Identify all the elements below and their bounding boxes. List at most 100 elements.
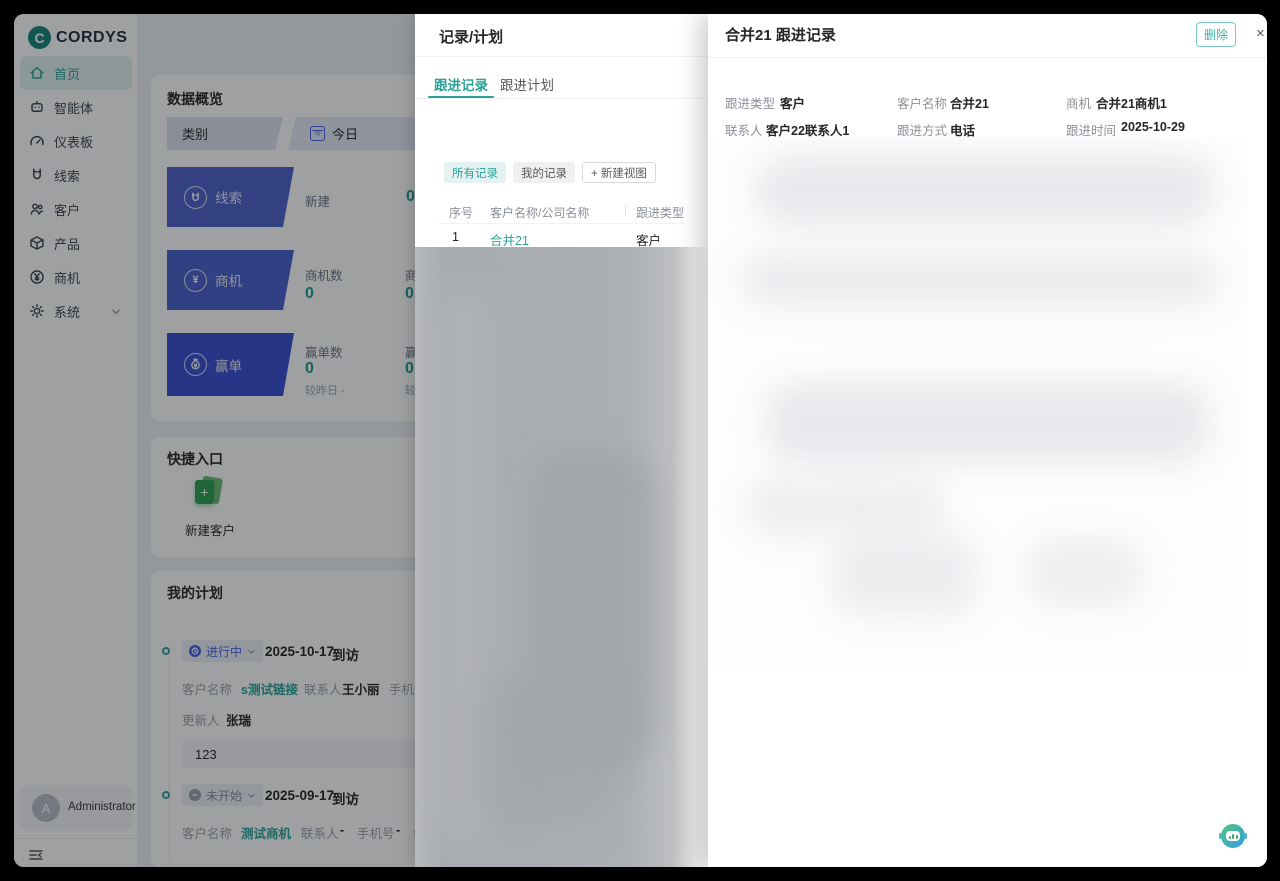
column-header[interactable]: 序号	[449, 206, 474, 220]
section-title: 快捷入口	[167, 451, 223, 467]
sidebar-item-label: 系统	[54, 304, 81, 320]
tab-follow-up-records[interactable]: 跟进记录	[434, 78, 488, 93]
table-cell-type: 客户	[636, 234, 662, 248]
category-badge-leads: 线索	[167, 167, 294, 227]
sidebar-item-label: 首页	[54, 66, 81, 82]
user-row[interactable]: A Administrator	[20, 785, 136, 831]
category-badge-opportunities: ¥ 商机	[167, 250, 294, 310]
sidebar-item-products[interactable]: 产品	[20, 226, 132, 260]
sidebar: C CORDYS 首页 智能体 仪表板 线索 客户	[14, 14, 138, 867]
stat-value: 0	[305, 285, 314, 302]
field-label: 客户名称	[182, 827, 233, 841]
category-label: 商机	[215, 274, 242, 289]
timeline-line	[169, 657, 170, 862]
box-icon	[30, 236, 44, 250]
category-label: 线索	[215, 191, 242, 206]
sidebar-item-label: 产品	[54, 236, 81, 252]
field-label: 联系人	[301, 827, 339, 841]
detail-label: 商机	[1066, 97, 1092, 111]
divider	[708, 57, 1267, 58]
stat-value: 0	[405, 360, 414, 377]
section-title: 我的计划	[167, 585, 223, 601]
plan-status-dropdown[interactable]: 未开始	[182, 784, 264, 806]
sidebar-item-agent[interactable]: 智能体	[20, 90, 132, 124]
gear-icon	[30, 304, 44, 318]
sidebar-item-leads[interactable]: 线索	[20, 158, 132, 192]
quick-entry-label[interactable]: 新建客户	[184, 524, 235, 538]
column-header[interactable]: 客户名称/公司名称	[490, 206, 590, 220]
stat-delta: 较	[405, 385, 416, 397]
tab-follow-up-plans[interactable]: 跟进计划	[500, 78, 554, 93]
plan-status-label: 进行中	[206, 644, 243, 659]
customer-link[interactable]: 测试商机	[241, 827, 292, 841]
records-plans-drawer: 记录/计划 跟进记录 跟进计划 所有记录 我的记录 + 新建视图 序号 客户名称…	[415, 14, 708, 867]
new-view-button[interactable]: + 新建视图	[582, 162, 656, 183]
detail-label: 联系人	[725, 124, 763, 138]
detail-value: 客户	[780, 97, 806, 111]
sidebar-item-dashboard[interactable]: 仪表板	[20, 124, 132, 158]
detail-value: 合并21商机1	[1096, 97, 1167, 111]
blurred-content-region	[710, 137, 1248, 667]
detail-label: 跟进类型	[725, 97, 776, 111]
stat-label: 商机数	[305, 269, 343, 283]
detail-value: 2025-10-29	[1121, 120, 1185, 134]
sidebar-item-system[interactable]: 系统	[20, 294, 132, 328]
stat-delta: 较昨日 -	[305, 385, 345, 397]
field-value: -	[340, 823, 345, 837]
stat-label: 商	[405, 269, 418, 283]
category-badge-won: 赢单	[167, 333, 294, 396]
active-tab-underline	[428, 96, 494, 98]
sidebar-item-label: 线索	[54, 168, 81, 184]
modal-title: 合并21 跟进记录	[725, 27, 836, 44]
follow-up-record-modal: 合并21 跟进记录 删除 × 跟进类型 客户 客户名称 合并21 商机 合并21…	[708, 14, 1267, 867]
plan-date: 2025-10-17	[265, 644, 335, 659]
customer-link[interactable]: s测试链接	[241, 683, 298, 697]
ai-bars-icon	[1226, 831, 1240, 841]
plan-date: 2025-09-17	[265, 788, 335, 803]
sidebar-item-opportunities[interactable]: 商机	[20, 260, 132, 294]
in-progress-icon	[189, 645, 201, 657]
divider	[415, 56, 708, 57]
filter-all-records[interactable]: 所有记录	[444, 162, 506, 183]
delete-button[interactable]: 删除	[1196, 22, 1236, 47]
money-bag-icon	[184, 353, 207, 376]
plan-status-dropdown[interactable]: 进行中	[182, 640, 264, 662]
new-customer-icon[interactable]: +	[195, 475, 225, 507]
detail-label: 跟进时间	[1066, 124, 1117, 138]
stat-label: 赢	[405, 346, 418, 360]
chevron-down-icon	[112, 308, 120, 314]
field-value: 张瑞	[226, 714, 252, 728]
app-window: C CORDYS 首页 智能体 仪表板 线索 客户	[14, 14, 1267, 867]
ai-assistant-button[interactable]	[1219, 824, 1247, 848]
collapse-sidebar-icon[interactable]	[28, 847, 44, 863]
chevron-down-icon	[248, 649, 255, 654]
sidebar-item-label: 商机	[54, 270, 81, 286]
sidebar-item-label: 仪表板	[54, 134, 94, 150]
detail-value: 合并21	[950, 97, 989, 111]
yen-circle-icon	[30, 270, 44, 284]
sidebar-nav: 首页 智能体 仪表板 线索 客户 产品	[20, 56, 132, 328]
brand-logo-icon: C	[28, 26, 51, 49]
robot-icon	[31, 100, 43, 113]
stat-label: 赢单数	[305, 346, 343, 360]
not-started-icon	[189, 789, 201, 801]
sidebar-item-customers[interactable]: 客户	[20, 192, 132, 226]
stat-value: 0	[305, 360, 314, 377]
detail-label: 客户名称	[897, 97, 948, 111]
divider	[415, 98, 708, 99]
table-cell-customer-link[interactable]: 合并21	[490, 234, 529, 248]
sidebar-item-home[interactable]: 首页	[20, 56, 132, 90]
close-icon[interactable]: ×	[1256, 25, 1265, 42]
blurred-content-region	[415, 247, 708, 867]
avatar: A	[32, 794, 60, 822]
calendar-today-icon: 今	[310, 126, 325, 141]
field-value: -	[396, 823, 401, 837]
drawer-title: 记录/计划	[439, 29, 504, 46]
home-icon	[30, 66, 44, 79]
field-label: 联系人	[304, 683, 342, 697]
column-header[interactable]: 跟进类型	[636, 206, 685, 220]
timeline-dot	[162, 647, 170, 655]
filter-my-records[interactable]: 我的记录	[513, 162, 575, 183]
section-title: 数据概览	[167, 91, 223, 107]
field-value: 王小丽	[342, 683, 380, 697]
